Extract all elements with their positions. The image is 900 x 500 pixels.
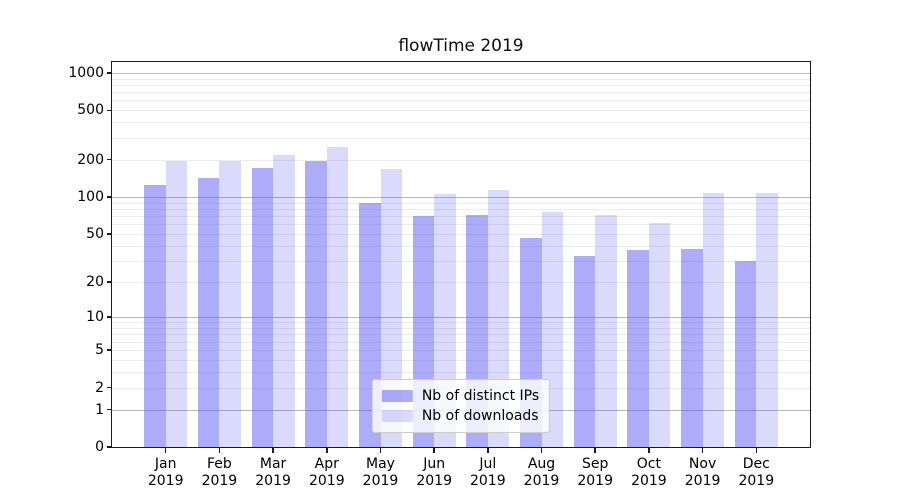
x-tick-label: Sep 2019	[577, 456, 613, 489]
bar-downloads-nov	[702, 192, 725, 447]
x-tick-label: Mar 2019	[255, 456, 291, 489]
y-tick-label: 5	[95, 341, 104, 358]
gridline-minor	[112, 234, 810, 235]
bar-downloads-dec	[756, 193, 778, 447]
bar-distinct-ips-apr	[305, 160, 327, 447]
gridline-minor	[112, 322, 810, 324]
y-tick-mark	[106, 408, 112, 411]
gridline-minor	[112, 216, 810, 218]
gridline-minor	[112, 92, 810, 94]
y-tick-mark	[106, 281, 112, 283]
bar-distinct-ips-nov	[681, 248, 703, 447]
y-tick-label: 50	[86, 226, 104, 242]
y-tick-label: 200	[77, 151, 104, 168]
gridline-major	[112, 197, 810, 198]
x-tick-mark	[487, 448, 489, 453]
y-tick-mark	[106, 233, 112, 235]
x-tick-mark	[755, 448, 758, 453]
y-tick-label: 10	[86, 309, 104, 326]
gridline-minor	[112, 261, 810, 262]
gridline-minor	[112, 202, 810, 204]
bar-downloads-may	[380, 169, 402, 447]
x-tick-mark	[164, 448, 167, 453]
y-tick-mark	[106, 72, 112, 74]
gridline-minor	[112, 122, 810, 124]
legend-swatch-downloads	[381, 410, 413, 422]
x-tick-label: Feb 2019	[201, 456, 238, 489]
gridline-major	[112, 317, 810, 319]
gridline-minor	[112, 84, 810, 86]
plot-area: Nb of distinct IPs Nb of downloads	[112, 62, 810, 447]
bar-downloads-mar	[273, 155, 295, 447]
bar-distinct-ips-jan	[144, 184, 166, 447]
legend-label-downloads: Nb of downloads	[421, 408, 539, 424]
x-tick-label: Aug 2019	[523, 456, 560, 489]
x-tick-mark	[272, 448, 274, 453]
gridline-minor	[112, 137, 810, 139]
y-tick-mark	[106, 109, 112, 112]
gridline-major	[112, 72, 810, 74]
y-tick-label: 1	[95, 401, 104, 418]
bar-distinct-ips-mar	[251, 167, 274, 447]
gridline-minor	[112, 334, 810, 336]
x-tick-mark	[433, 448, 435, 453]
x-tick-mark	[540, 448, 543, 453]
x-tick-label: May 2019	[362, 456, 399, 489]
bar-distinct-ips-dec	[734, 261, 757, 447]
y-tick-label: 20	[86, 274, 104, 291]
y-tick-label: 2	[95, 379, 104, 396]
x-tick-label: Jul 2019	[469, 456, 506, 489]
bar-downloads-feb	[219, 161, 241, 447]
y-tick-label: 1000	[68, 64, 104, 81]
gridline-minor	[112, 328, 810, 329]
y-tick-mark	[106, 446, 112, 448]
bar-downloads-oct	[648, 223, 671, 447]
gridline-minor	[112, 341, 810, 343]
x-tick-label: Dec 2019	[738, 456, 775, 489]
y-tick-mark	[106, 386, 112, 389]
gridline-minor	[112, 100, 810, 102]
gridline-minor	[112, 282, 810, 284]
bar-distinct-ips-sep	[573, 256, 596, 447]
gridline-minor	[112, 110, 810, 112]
x-tick-mark	[594, 448, 596, 453]
gridline-minor	[112, 359, 810, 361]
y-tick-mark	[106, 316, 112, 318]
x-tick-mark	[648, 448, 650, 453]
legend-item-distinct-ips: Nb of distinct IPs	[381, 386, 540, 406]
x-tick-mark	[379, 448, 382, 453]
legend-item-downloads: Nb of downloads	[381, 406, 539, 426]
gridline-minor	[112, 78, 810, 80]
x-tick-label: Apr 2019	[308, 456, 345, 489]
gridline-minor	[112, 159, 810, 161]
bar-downloads-jan	[165, 161, 188, 447]
chart-title: flowTime 2019	[398, 36, 524, 56]
gridline-minor	[112, 209, 810, 210]
x-tick-mark	[701, 448, 704, 453]
legend-label-distinct-ips: Nb of distinct IPs	[421, 388, 540, 404]
gridline-minor	[112, 371, 810, 373]
x-tick-mark	[326, 448, 328, 453]
y-tick-mark	[106, 196, 112, 198]
x-tick-label: Jun 2019	[416, 456, 452, 489]
y-tick-mark	[106, 349, 112, 351]
x-tick-mark	[218, 448, 221, 453]
bar-distinct-ips-oct	[627, 250, 649, 447]
gridline-minor	[112, 349, 810, 351]
bar-downloads-sep	[595, 214, 617, 447]
x-tick-label: Nov 2019	[684, 456, 721, 489]
y-tick-label: 100	[77, 189, 104, 205]
y-tick-label: 500	[77, 102, 104, 119]
x-tick-label: Oct 2019	[631, 456, 667, 489]
gridline-minor	[112, 245, 810, 247]
gridline-minor	[112, 224, 810, 226]
legend-swatch-distinct-ips	[381, 390, 413, 402]
x-tick-label: Jan 2019	[147, 456, 184, 489]
y-tick-label: 0	[95, 439, 104, 455]
y-tick-mark	[106, 158, 112, 161]
legend: Nb of distinct IPs Nb of downloads	[371, 379, 551, 433]
bar-distinct-ips-feb	[197, 178, 220, 447]
bar-downloads-apr	[326, 147, 349, 447]
